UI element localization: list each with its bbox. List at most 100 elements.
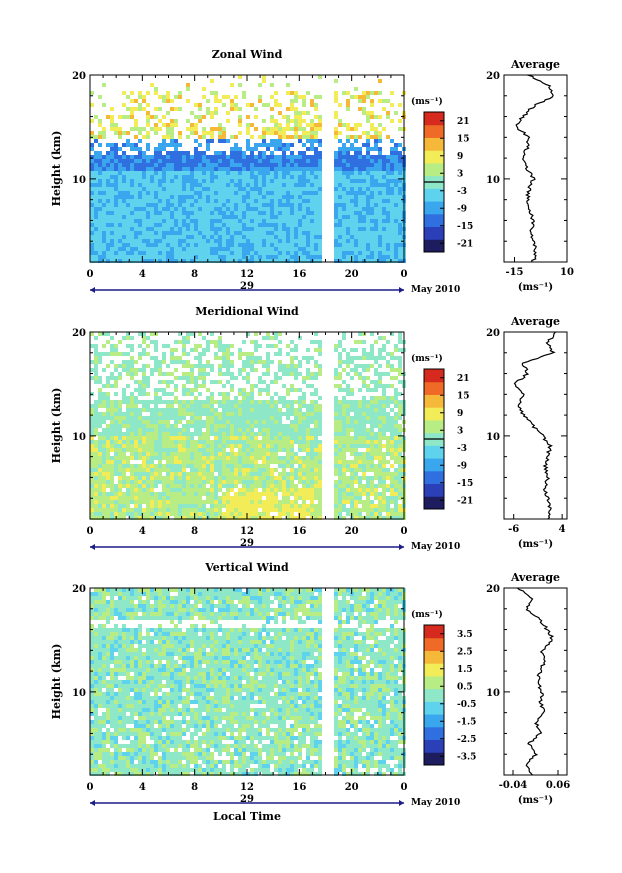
panel-2: Meridional Wind 20 10 Height (km) 0 4 8 12 16 20 0… [50,305,568,552]
colorbar-tick: 15 [457,391,470,401]
month-label: May 2010 [411,798,460,808]
x-tick-label: 20 [345,269,359,280]
panel-title: Zonal Wind [212,48,283,61]
x-tick-label: 8 [191,526,198,537]
profile-line [515,74,554,262]
profile-line [513,331,557,520]
colorbar-tick: -15 [457,479,473,489]
profile-x-tick: 0.06 [546,780,570,791]
x-tick-label: 0 [401,782,408,793]
x-tick-label: 0 [401,269,408,280]
profile-x-tick: 4 [559,524,566,535]
x-tick-label: 16 [292,526,306,537]
y-tick-label: 10 [72,175,86,186]
x-tick-label: 0 [87,526,94,537]
colorbar-tick: 0.5 [457,682,473,692]
y-tick-label: 20 [72,71,86,82]
profile-y-tick: 20 [486,328,500,339]
x-tick-label: 4 [139,782,146,793]
colorbar-tick: 9 [457,152,463,162]
colorbar: 21 15 9 3 -3 -9 -15 -21 [423,368,473,510]
x-tick-label: 8 [191,269,198,280]
colorbar-tick: 3 [457,426,463,436]
colorbar-unit: (ms⁻¹) [411,353,443,364]
colorbar-tick: 3 [457,169,463,179]
colorbar-tick: 3.5 [457,630,473,640]
heatmap [90,332,406,520]
colorbar-tick: -0.5 [457,700,476,710]
y-axis-label: Height (km) [50,131,63,207]
colorbar-tick: 9 [457,409,463,419]
colorbar-tick: -21 [457,496,473,506]
date-label: 29 [240,794,254,805]
profile-frame [503,587,568,776]
colorbar-tick: 21 [457,117,470,127]
average-profile: Average 20 10 -15 10 (ms⁻¹) [486,58,574,293]
colorbar-unit: (ms⁻¹) [411,96,443,107]
heatmap [90,75,406,263]
y-tick-label: 20 [72,328,86,339]
profile-x-tick: 10 [560,267,574,278]
y-tick-label: 10 [72,432,86,443]
average-profile: Average 20 10 -6 4 (ms⁻¹) [486,315,568,550]
colorbar-tick: -3.5 [457,752,476,762]
colorbar-tick: 2.5 [457,647,473,657]
x-tick-label: 12 [240,782,254,793]
profile-frame [503,331,568,520]
x-tick-label: 4 [139,526,146,537]
panel-1: Zonal Wind 20 10 Height (km) 0 4 8 12 16 20 0 29 May… [50,48,574,295]
y-tick-label: 10 [72,688,86,699]
panel-title: Meridional Wind [195,305,299,318]
profile-x-tick: -0.04 [499,780,528,791]
x-tick-label: 16 [292,269,306,280]
month-label: May 2010 [411,542,460,552]
profile-y-tick: 10 [486,432,500,443]
colorbar: 3.5 2.5 1.5 0.5 -0.5 -1.5 -2.5 -3.5 [423,624,476,766]
profile-y-tick: 10 [486,688,500,699]
profile-y-tick: 10 [486,175,500,186]
x-tick-label: 12 [240,526,254,537]
x-axis-label: Local Time [213,810,281,823]
colorbar-tick: -2.5 [457,735,476,745]
colorbar-tick: -21 [457,239,473,249]
y-tick-label: 20 [72,584,86,595]
profile-line [517,587,555,776]
colorbar-tick: -9 [457,461,467,471]
average-profile: Average 20 10 -0.04 0.06 (ms⁻¹) [486,571,570,806]
panel-title: Vertical Wind [204,561,289,574]
colorbar-tick: -9 [457,204,467,214]
colorbar-tick: 15 [457,134,470,144]
x-tick-label: 12 [240,269,254,280]
profile-x-tick: -15 [505,267,523,278]
profile-x-label: (ms⁻¹) [518,282,553,293]
profile-frame [503,74,568,263]
profile-x-label: (ms⁻¹) [518,539,553,550]
profile-y-tick: 20 [486,584,500,595]
y-axis-label: Height (km) [50,644,63,720]
colorbar-tick: -1.5 [457,717,476,727]
month-label: May 2010 [411,285,460,295]
profile-x-label: (ms⁻¹) [518,795,553,806]
x-tick-label: 4 [139,269,146,280]
x-tick-label: 8 [191,782,198,793]
colorbar-tick: -3 [457,444,467,454]
colorbar-tick: 21 [457,374,470,384]
x-tick-label: 0 [87,269,94,280]
profile-title: Average [510,315,560,328]
colorbar-tick: 1.5 [457,665,473,675]
x-tick-label: 16 [292,782,306,793]
x-tick-label: 0 [401,526,408,537]
colorbar-tick: -15 [457,222,473,232]
date-label: 29 [240,538,254,549]
profile-title: Average [510,58,560,71]
y-axis-label: Height (km) [50,388,63,464]
x-tick-label: 20 [345,526,359,537]
colorbar-unit: (ms⁻¹) [411,609,443,620]
panel-3: Vertical Wind 20 10 Height (km) 0 4 8 12 16 20 0 29… [50,561,570,823]
x-tick-label: 0 [87,782,94,793]
profile-x-tick: -6 [508,524,519,535]
date-label: 29 [240,281,254,292]
colorbar: 21 15 9 3 -3 -9 -15 -21 [423,111,473,253]
colorbar-tick: -3 [457,187,467,197]
